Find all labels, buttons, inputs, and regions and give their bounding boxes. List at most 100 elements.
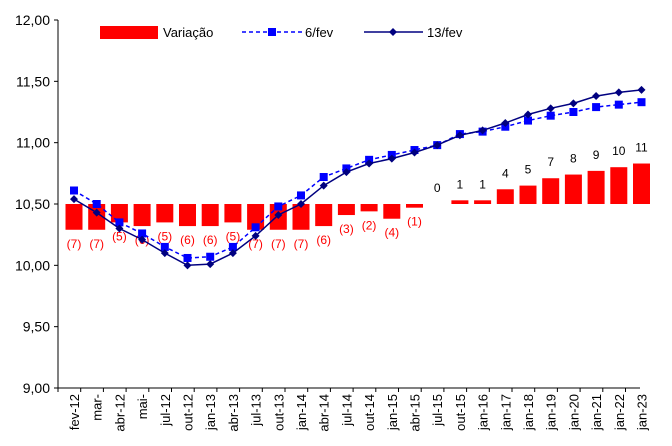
point-13fev	[228, 249, 237, 258]
point-6fev	[183, 253, 192, 262]
bar	[519, 185, 537, 204]
x-tick-label: mar-	[90, 394, 105, 421]
point-13fev	[70, 195, 78, 204]
bar	[406, 204, 423, 208]
point-6fev	[297, 191, 305, 200]
x-tick-label: jul-14	[339, 394, 354, 427]
bar-data-label: (5)	[112, 229, 127, 243]
bar-data-label: 1	[457, 177, 464, 191]
point-6fev	[592, 103, 601, 112]
bar	[542, 178, 560, 204]
x-tick-label: fev-12	[67, 394, 82, 430]
legend-label-variacao: Variação	[163, 25, 213, 40]
point-6fev	[319, 173, 328, 182]
bar	[224, 204, 242, 223]
bar-data-label: 0	[434, 181, 441, 195]
point-13fev	[342, 168, 351, 177]
point-13fev	[569, 99, 578, 108]
x-tick-label: out-15	[453, 394, 468, 431]
y-axis: 9,00 9,50 10,00 10,50 11,00 11,50 12,00	[15, 12, 59, 396]
point-6fev	[115, 218, 124, 227]
bar-data-label: 4	[502, 166, 509, 180]
bar	[633, 163, 650, 204]
point-13fev	[183, 261, 192, 270]
point-13fev	[637, 85, 646, 94]
bar	[337, 204, 355, 216]
point-6fev	[524, 116, 532, 125]
point-6fev	[228, 242, 237, 251]
bar	[201, 204, 219, 227]
line-series	[70, 85, 646, 270]
point-13fev	[546, 104, 555, 113]
bar	[451, 200, 469, 204]
point-13fev	[592, 92, 601, 101]
bar	[247, 204, 265, 230]
y-tick-label: 11,50	[16, 73, 50, 89]
legend-marker-6fev	[268, 28, 276, 36]
point-13fev	[92, 208, 101, 217]
x-tick-label: jan-14	[294, 394, 309, 431]
y-tick-label: 9,50	[23, 319, 50, 335]
bar-data-labels: (7)(7)(5)(6)(5)(6)(6)(5)(7)(7)(7)(6)(3)(…	[67, 141, 648, 251]
point-13fev	[319, 181, 328, 190]
legend-label-13fev: 13/fev	[427, 25, 463, 40]
x-tick-label: jan-13	[203, 394, 218, 431]
y-tick-label: 12,00	[15, 12, 50, 28]
series-line-13fev	[73, 89, 642, 267]
bar-data-label: (7)	[271, 237, 286, 251]
point-6fev	[569, 108, 578, 116]
x-tick-label: out-13	[271, 394, 286, 431]
bar-data-label: (7)	[89, 237, 104, 251]
bar	[110, 204, 128, 223]
x-tick-label: abr-12	[112, 394, 127, 432]
x-tick-label: jan-23	[635, 394, 650, 431]
x-tick-label: out-14	[362, 394, 377, 431]
bar	[587, 170, 605, 204]
x-tick-label: jan-22	[612, 394, 627, 431]
x-tick-label: abr-15	[408, 394, 423, 432]
x-tick-label: jan-17	[498, 394, 513, 431]
point-13fev	[251, 231, 260, 240]
point-13fev	[115, 224, 124, 233]
bar-data-label: (1)	[407, 215, 422, 229]
bar	[360, 204, 378, 212]
point-13fev	[206, 260, 215, 269]
point-13fev	[455, 131, 464, 140]
point-13fev	[478, 126, 487, 135]
bar-data-label: (6)	[180, 233, 195, 247]
point-13fev	[297, 200, 305, 208]
bar	[474, 200, 492, 204]
x-tick-label: jan-20	[566, 394, 581, 431]
x-tick-label: abr-13	[226, 394, 241, 432]
bar	[292, 204, 310, 230]
point-13fev	[614, 88, 623, 97]
bar-series-variacao	[65, 163, 650, 230]
legend-marker-13fev	[389, 28, 397, 36]
bar-data-label: 5	[525, 163, 532, 177]
x-tick-label: jul-13	[249, 394, 264, 427]
bar	[610, 167, 628, 204]
bar-data-label: 1	[479, 177, 486, 191]
bar	[133, 204, 151, 227]
point-13fev	[410, 148, 419, 157]
point-6fev	[138, 229, 147, 238]
point-13fev	[433, 141, 442, 150]
bar-data-label: (6)	[203, 233, 218, 247]
point-6fev	[251, 223, 260, 232]
bar-data-label: 8	[570, 152, 577, 166]
point-13fev	[365, 159, 374, 168]
x-tick-label: jul-12	[158, 394, 173, 427]
point-6fev	[160, 242, 169, 251]
bar-data-label: (5)	[157, 229, 172, 243]
legend-swatch-variacao	[100, 26, 158, 39]
bar-data-label: (6)	[316, 233, 331, 247]
bar	[315, 204, 333, 227]
legend-label-6fev: 6/fev	[305, 25, 334, 40]
point-6fev	[614, 100, 623, 109]
bar	[383, 204, 401, 219]
point-6fev	[92, 200, 101, 208]
bar-data-label: 7	[547, 155, 554, 169]
x-tick-label: jul-15	[430, 394, 445, 427]
point-6fev	[637, 98, 646, 107]
